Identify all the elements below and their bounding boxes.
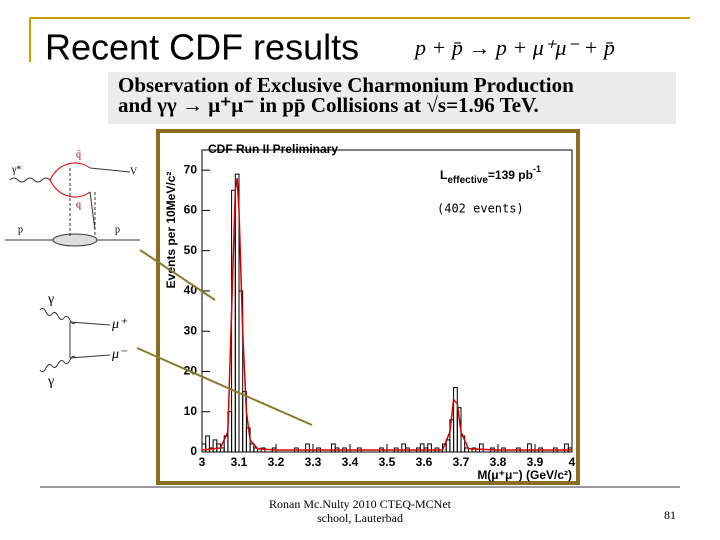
- process: p + p̄ → p + μ⁺μ⁻ + p̄: [413, 35, 615, 60]
- hist-bar: [242, 391, 247, 453]
- diagram-label: V: [130, 166, 138, 177]
- lumi-part: effective: [447, 175, 488, 186]
- lumi-part: =139 pb: [488, 168, 533, 182]
- diagram-top: [5, 162, 140, 247]
- footer-text: Ronan Mc.Nulty 2010 CTEQ-MCNet: [269, 497, 452, 511]
- hist-bar: [527, 443, 532, 453]
- x-tick-label: 3.9: [527, 455, 544, 469]
- fit-curve: [201, 178, 572, 451]
- lumi-part: -1: [533, 164, 541, 174]
- y-tick-label: 40: [184, 283, 198, 297]
- footer-text: school, Lauterbad: [317, 511, 403, 525]
- chart-title: CDF Run II Preliminary: [208, 142, 338, 156]
- hist-bar: [253, 447, 259, 453]
- x-tick-label: 3.2: [268, 455, 285, 469]
- x-tick-label: 3: [199, 455, 206, 469]
- luminosity: Leffective=139 pb-1: [440, 164, 541, 185]
- x-tick-label: 3.8: [490, 455, 507, 469]
- annotation: (402 events): [437, 202, 524, 216]
- y-tick-label: 10: [184, 404, 198, 418]
- x-tick-label: 4: [569, 455, 576, 469]
- hist-bar: [471, 447, 477, 453]
- diagram-label: μ⁺: [111, 317, 128, 332]
- paper-title: and γγ → μ⁺μ⁻ in pp̄ Collisions at √s=1.…: [118, 93, 539, 117]
- slide-title: Recent CDF results: [45, 27, 359, 68]
- x-tick-label: 3.1: [231, 455, 248, 469]
- x-tick-label: 3.3: [305, 455, 322, 469]
- paper-title-box: [108, 72, 676, 124]
- hist-bar: [479, 443, 484, 453]
- page-number: 81: [664, 508, 676, 522]
- pointer-arrow: [136, 347, 313, 426]
- hist-bar: [305, 443, 310, 453]
- diagram-label: γ*: [11, 164, 21, 175]
- x-axis-label: M(μ⁺μ⁻) (GeV/c²): [477, 468, 572, 482]
- chart-frame: [156, 129, 580, 485]
- hist-bar: [464, 447, 469, 453]
- hist-bar: [427, 443, 432, 453]
- pointer-arrow: [139, 249, 216, 301]
- diagram-label: γ: [47, 292, 54, 307]
- x-tick-label: 3.7: [453, 455, 470, 469]
- y-tick-label: 50: [184, 243, 198, 257]
- diagram-label: q̄: [76, 149, 81, 160]
- paper-title: Observation of Exclusive Charmonium Prod…: [118, 73, 574, 97]
- x-tick-label: 3.5: [379, 455, 396, 469]
- x-tick-label: 3.6: [416, 455, 433, 469]
- hist-bar: [205, 435, 210, 453]
- y-tick-label: 30: [184, 323, 198, 337]
- diagram-label: q: [76, 199, 81, 210]
- y-axis-label: Events per 10MeV/c²: [164, 172, 178, 289]
- lumi-part: L: [440, 168, 447, 182]
- y-tick-label: 70: [184, 162, 198, 176]
- x-tick-label: 3.4: [342, 455, 359, 469]
- diagram-label: p: [18, 224, 23, 235]
- chart: CDF Run II Preliminary Leffective=139 pb…: [164, 142, 575, 482]
- diagram-label: γ: [47, 374, 54, 389]
- y-tick-label: 0: [190, 444, 197, 458]
- diagram-label: p: [115, 224, 120, 235]
- diagram-bottom: [39, 307, 111, 373]
- y-tick-label: 60: [184, 203, 198, 217]
- diagram-label: μ⁻: [111, 347, 128, 362]
